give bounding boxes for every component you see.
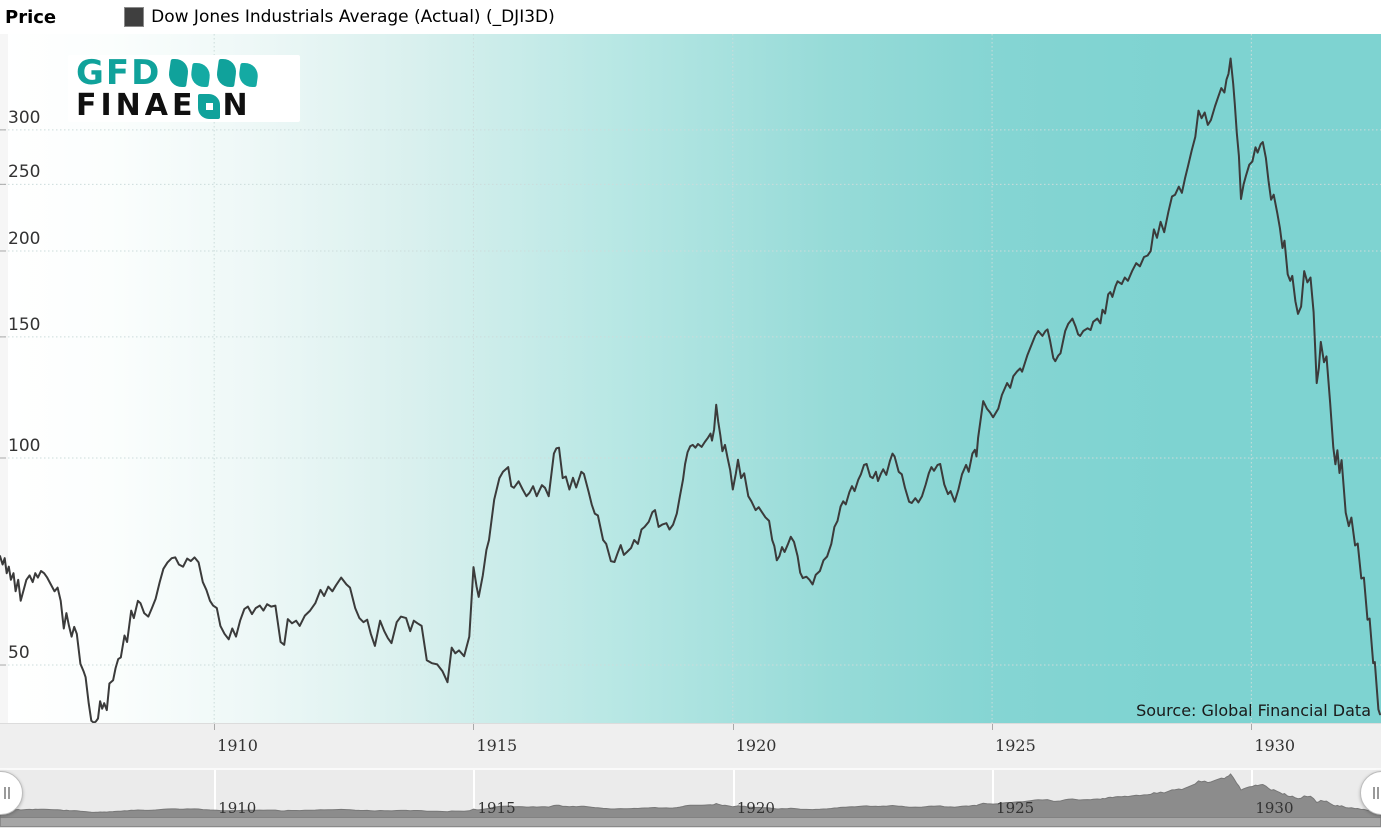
y-axis-label: 100 [8,436,41,456]
plot-area[interactable]: GFD FINAE N 300 250 200 150 100 50 Source: Gl… [0,34,1381,723]
y-axis-label: 250 [8,162,41,183]
logo-leaf-icon [167,59,261,87]
x-axis-label: 1925 [995,736,1036,755]
navigator-series-area[interactable] [0,773,1381,818]
navigator[interactable]: 1910 1915 1920 1925 1930 [0,768,1381,818]
navigator-label: 1925 [996,799,1035,817]
x-axis-label: 1930 [1254,736,1296,755]
navigator-gridline [732,770,735,816]
logo-finaeon-pre: FINAE [76,88,197,123]
navigator-label: 1930 [1255,799,1294,817]
navigator-series-canvas[interactable] [0,770,1381,818]
y-axis-title: Price [5,6,57,28]
x-axis-label: 1910 [217,736,258,755]
y-axis-label: 50 [8,643,30,664]
navigator-gridline [473,770,476,816]
y-axis-label: 150 [8,314,41,335]
x-axis-label: 1915 [476,736,518,755]
navigator-label: 1920 [736,799,775,817]
scrollbar-thumb[interactable] [0,817,1381,827]
y-axis-strip [0,34,8,723]
y-axis-label: 300 [8,107,41,128]
navigator-gridline [992,770,995,816]
logo-gfd-text: GFD [76,53,162,93]
x-axis-tick [1251,724,1253,730]
chart-header: Price Dow Jones Industrials Average (Act… [0,0,1381,34]
x-axis-tick [992,724,994,730]
gfd-finaeon-logo: GFD FINAE N [68,55,300,122]
navigator-label: 1915 [477,799,516,817]
price-series-line[interactable] [0,57,1381,723]
x-axis: 1910 1915 1920 1925 1930 [0,723,1381,768]
legend-swatch[interactable] [124,7,145,27]
navigator-gridline [214,770,217,816]
x-axis-tick [214,724,216,730]
logo-o-leaf-icon [198,93,221,119]
x-axis-tick [473,724,475,730]
y-axis-label: 200 [8,228,41,249]
x-axis-label: 1920 [735,736,777,755]
source-credit: Source: Global Financial Data [1136,701,1371,720]
logo-finaeon-post: N [222,88,252,123]
price-series-canvas[interactable] [0,34,1381,723]
navigator-label: 1910 [218,799,257,817]
x-axis-tick [732,724,734,730]
legend-label[interactable]: Dow Jones Industrials Average (Actual) (… [151,7,555,27]
